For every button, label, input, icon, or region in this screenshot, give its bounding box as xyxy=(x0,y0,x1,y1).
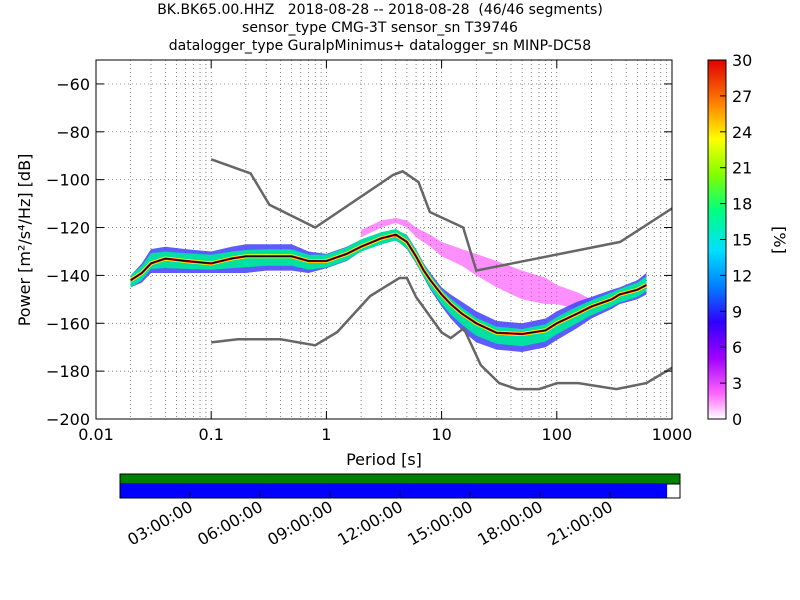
plot-frame xyxy=(95,59,673,420)
axis-ticks: 0.01 0.1 1 10 100 1000 −200 −180 −160 −140 −120 −10… xyxy=(46,60,692,444)
new-high-noise-model-line xyxy=(210,158,672,273)
colorbar-ticks: 0 3 6 9 12 15 18 21 24 27 30 xyxy=(720,51,752,429)
outlier-band xyxy=(361,218,592,314)
y-tick-label: −100 xyxy=(46,171,90,190)
x-tick-label: 10 xyxy=(431,425,451,444)
title-line-2: sensor_type CMG-3T sensor_sn T39746 xyxy=(242,20,518,36)
new-low-noise-model-line xyxy=(211,276,672,391)
colorbar-tick-label: 18 xyxy=(732,195,752,214)
curve-layer xyxy=(129,158,672,391)
x-tick-label: 100 xyxy=(542,425,573,444)
timeline-tick-label: 06:00:00 xyxy=(194,497,266,549)
y-tick-label: −180 xyxy=(46,362,90,381)
colorbar-tick-label: 15 xyxy=(732,231,752,250)
colorbar-tick-label: 27 xyxy=(732,87,752,106)
y-tick-label: −60 xyxy=(56,75,90,94)
colorbar-tick-label: 30 xyxy=(732,51,752,70)
title-line-1: BK.BK65.00.HHZ 2018-08-28 -- 2018-08-28 … xyxy=(157,2,603,18)
title-line-3: datalogger_type GuralpMinimus+ datalogge… xyxy=(168,38,592,54)
timeline-tick-label: 18:00:00 xyxy=(474,497,546,549)
colorbar-tick-label: 21 xyxy=(732,159,752,178)
y-axis-title: Power [m²/s⁴/Hz] [dB] xyxy=(15,154,34,327)
timeline-tick-label: 09:00:00 xyxy=(264,497,336,549)
mode-line xyxy=(130,234,647,335)
x-tick-label: 1 xyxy=(321,425,331,444)
y-tick-label: −120 xyxy=(46,219,90,238)
colorbar-tick-label: 24 xyxy=(732,123,752,142)
colorbar-tick-label: 3 xyxy=(732,374,742,393)
y-tick-label: −160 xyxy=(46,314,90,333)
x-tick-label: 0.1 xyxy=(198,425,223,444)
y-tick-label: −80 xyxy=(56,123,90,142)
timeline-tick-label: 12:00:00 xyxy=(334,497,406,549)
timeline-tick-label: 15:00:00 xyxy=(404,497,476,549)
colorbar-tick-label: 12 xyxy=(732,266,752,285)
y-tick-label: −140 xyxy=(46,266,90,285)
colorbar-title: [%] xyxy=(770,226,789,254)
x-axis-title: Period [s] xyxy=(346,450,422,469)
x-tick-label: 1000 xyxy=(652,425,693,444)
data-coverage-bar xyxy=(120,474,680,484)
segment-coverage-bar xyxy=(120,484,668,498)
timeline-tick-label: 03:00:00 xyxy=(124,497,196,549)
timeline: 03:00:0006:00:0009:00:0012:00:0015:00:00… xyxy=(119,473,681,549)
colorbar-tick-label: 0 xyxy=(732,410,742,429)
timeline-tick-label: 21:00:00 xyxy=(544,497,616,549)
y-tick-label: −200 xyxy=(46,410,90,429)
colorbar-tick-label: 9 xyxy=(732,302,742,321)
colorbar-tick-label: 6 xyxy=(732,338,742,357)
x-tick-label: 0.01 xyxy=(78,425,114,444)
